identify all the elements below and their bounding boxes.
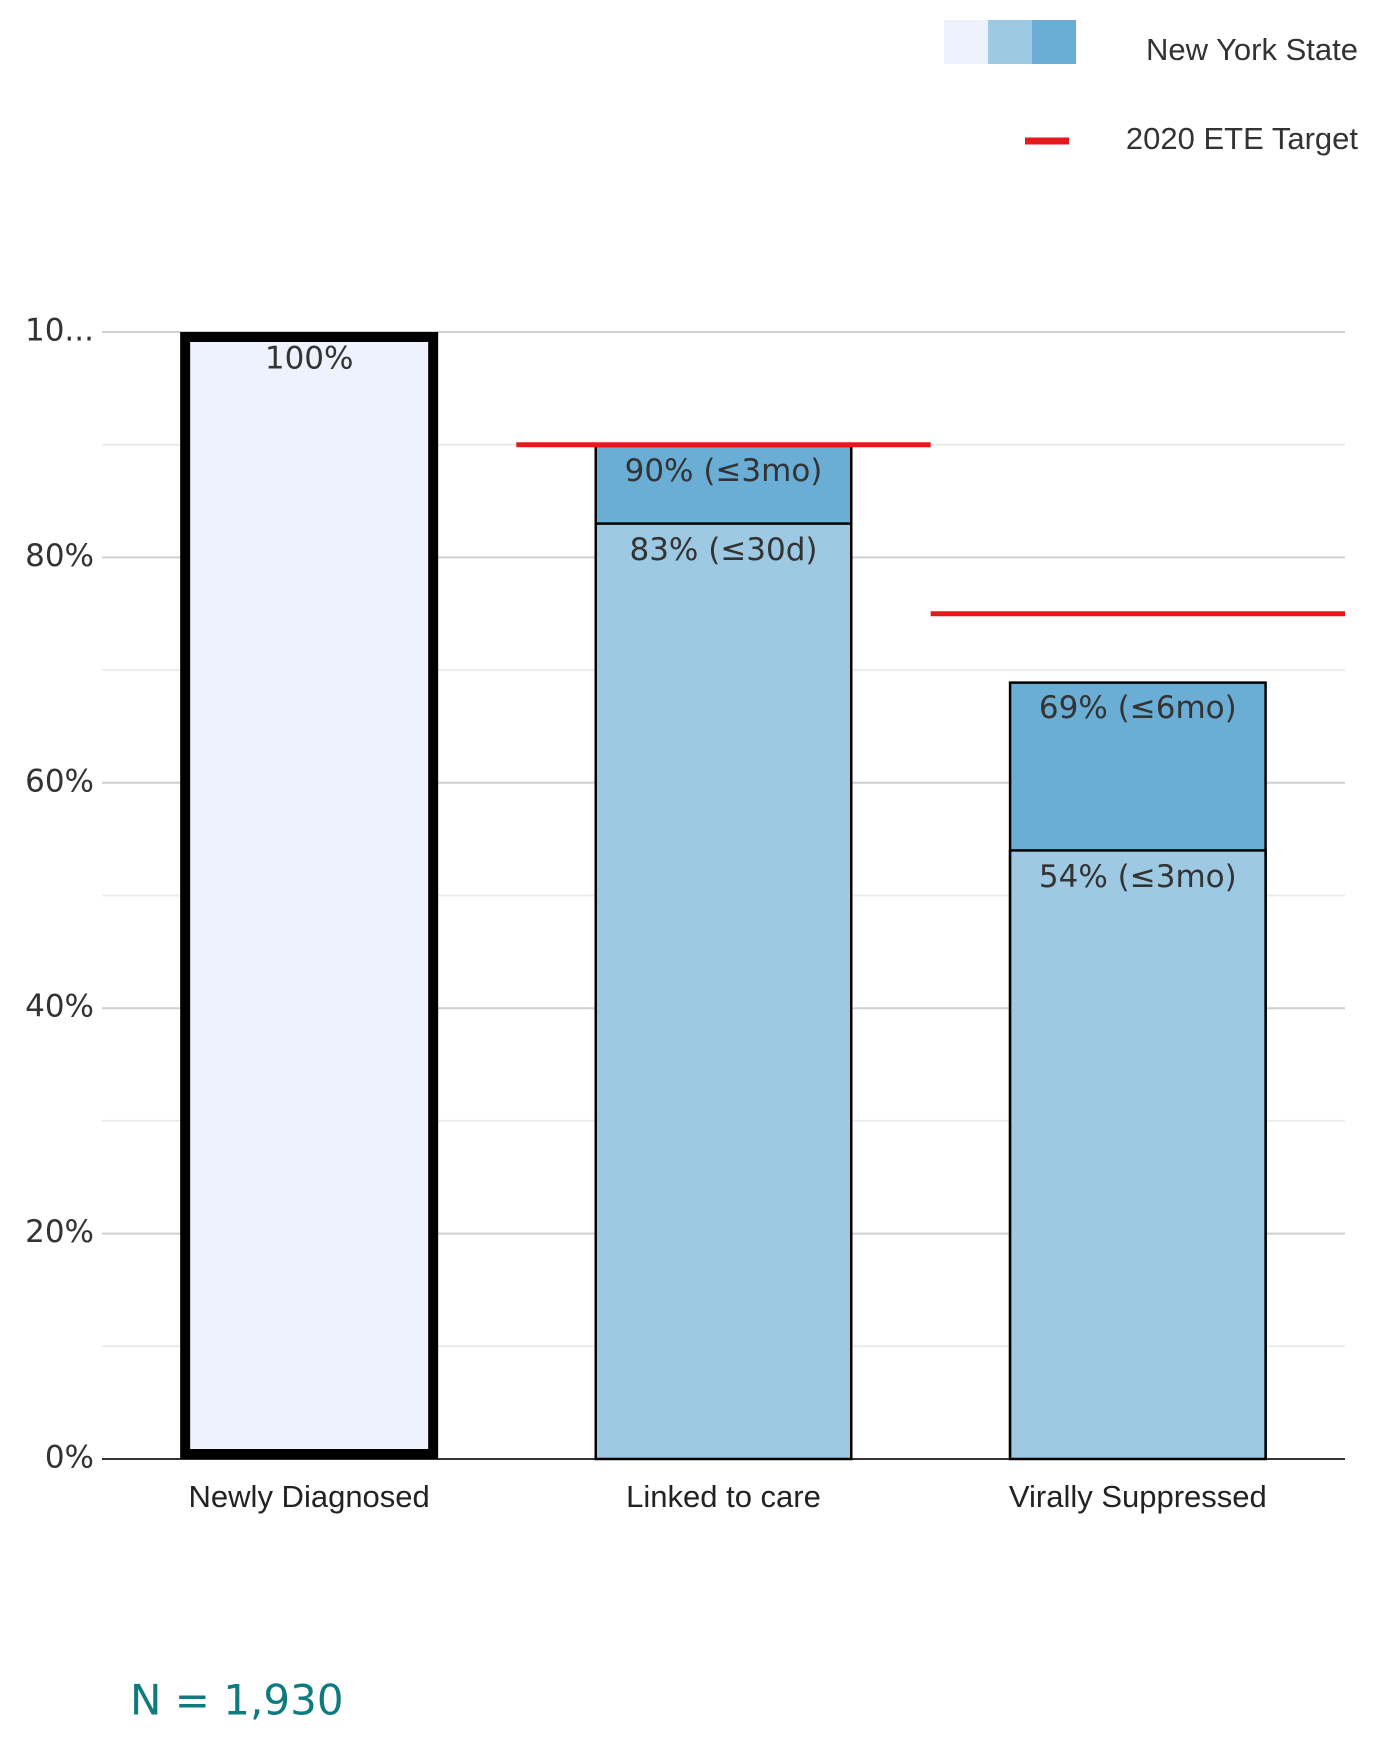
bar (180, 332, 439, 1459)
x-tick-label: Newly Diagnosed (189, 1479, 430, 1514)
y-tick-label: 10... (25, 313, 94, 349)
data-label: 90% (≤3mo) (625, 453, 823, 489)
bar (594, 522, 853, 1461)
y-tick-label: 20% (25, 1214, 94, 1250)
legend-swatch (1032, 20, 1076, 64)
legend-swatch (944, 20, 988, 64)
data-label: 69% (≤6mo) (1039, 690, 1237, 726)
y-tick-label: 60% (25, 763, 94, 799)
y-tick-label: 80% (25, 538, 94, 574)
legend-label: 2020 ETE Target (1126, 121, 1358, 156)
note: N = 1,930 (130, 1676, 344, 1725)
data-label: 54% (≤3mo) (1039, 859, 1237, 895)
data-label: 100% (265, 341, 354, 377)
legend-swatch (988, 20, 1032, 64)
legend-label: New York State (1146, 32, 1358, 67)
x-tick-label: Virally Suppressed (1009, 1479, 1267, 1514)
bar (1008, 849, 1267, 1461)
data-label: 83% (≤30d) (629, 532, 817, 568)
y-tick-label: 40% (25, 989, 94, 1025)
y-tick-label: 0% (45, 1440, 94, 1476)
x-tick-label: Linked to care (626, 1479, 821, 1514)
